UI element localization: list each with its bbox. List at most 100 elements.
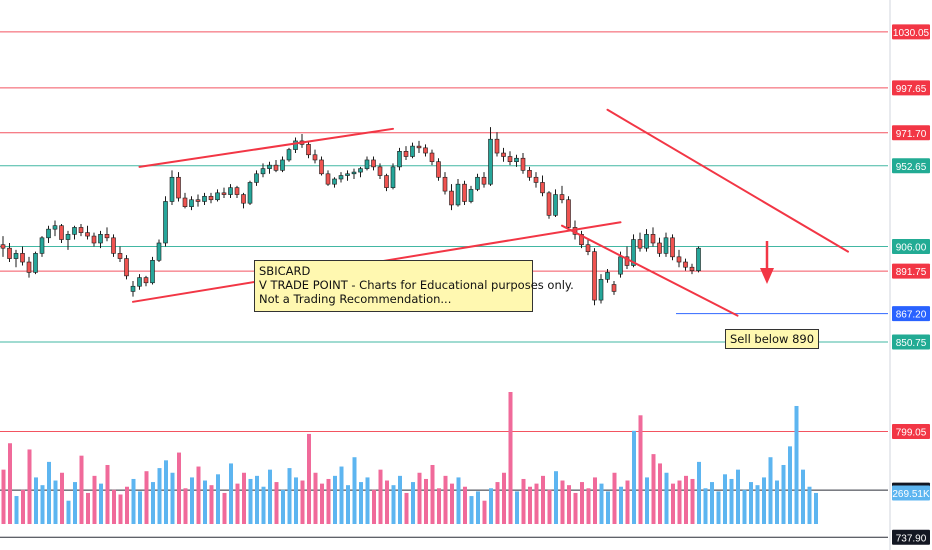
sell-signal-note[interactable]: Sell below 890 <box>725 329 820 349</box>
price-label-6-bg <box>892 306 930 322</box>
volume-bar <box>170 472 175 524</box>
volume-bar <box>547 489 552 524</box>
volume-bar <box>560 480 565 524</box>
candle-body <box>130 285 136 292</box>
candle-body <box>631 239 636 266</box>
candle-body <box>98 234 103 244</box>
volume-bar <box>664 472 669 524</box>
candle-body <box>215 192 220 201</box>
candle-body <box>592 251 597 301</box>
volume-bar <box>411 482 415 524</box>
volume-bar <box>404 492 409 524</box>
candle-body <box>20 253 25 263</box>
candle-body <box>410 145 415 157</box>
candle-body <box>234 187 240 195</box>
volume-bar <box>788 446 792 524</box>
candle-body <box>163 201 168 244</box>
volume-bar <box>1 469 6 524</box>
volume-bar <box>365 477 370 524</box>
volume-bar <box>736 469 740 524</box>
candle-body <box>241 194 246 204</box>
volume-bar <box>27 449 32 524</box>
volume-bar <box>209 485 214 524</box>
candle-body <box>267 164 272 169</box>
volume-bar <box>14 496 19 524</box>
candle-body <box>650 234 656 244</box>
price-label-7: 850.75 <box>896 338 927 349</box>
volume-bar <box>573 492 578 524</box>
main-note-line-2: V TRADE POINT - Charts for Educational p… <box>259 278 574 292</box>
sell-arrow-head <box>760 268 774 284</box>
volume-bar <box>762 477 766 524</box>
candle-body <box>247 182 253 204</box>
candle-body <box>176 176 181 199</box>
volume-bar <box>333 475 337 524</box>
candle-body <box>26 261 32 273</box>
candle-body <box>338 175 344 180</box>
candle-body <box>384 175 389 188</box>
volume-bar <box>287 468 292 524</box>
candle-body <box>137 277 142 287</box>
candle-body <box>345 173 350 176</box>
candle-body <box>423 147 428 154</box>
candle-body <box>169 176 175 202</box>
candle-body <box>598 279 604 301</box>
volume-bar <box>352 457 357 524</box>
price-label-7-bg <box>892 334 930 350</box>
candle-body <box>514 157 519 162</box>
volume-bar <box>417 472 422 524</box>
volume-bar <box>268 469 272 524</box>
volume-bar <box>151 482 155 524</box>
candle-body <box>520 157 526 171</box>
trendline-upper-channel-falling <box>606 108 849 253</box>
candle-body <box>319 159 324 175</box>
candle-body <box>7 247 12 259</box>
volume-bar <box>651 454 656 524</box>
candle-body <box>150 259 155 284</box>
candle-body <box>527 170 532 178</box>
candle-body <box>189 199 194 207</box>
volume-bar <box>164 460 168 524</box>
price-label-8-bg <box>892 423 930 439</box>
trendline-upper-channel-rising <box>138 127 394 168</box>
candle-body <box>254 173 259 183</box>
volume-bar <box>645 477 649 524</box>
volume-bar <box>222 492 227 524</box>
candle-body <box>605 272 610 280</box>
price-label-1: 997.65 <box>896 84 927 95</box>
volume-bar <box>710 482 714 524</box>
volume-bar <box>131 478 136 524</box>
volume-bar <box>326 478 331 524</box>
sell-signal-text: Sell below 890 <box>730 332 815 346</box>
candle-body <box>156 242 162 261</box>
candle-body <box>683 261 688 268</box>
volume-bar <box>580 482 584 524</box>
main-annotation-note[interactable]: SBICARD V TRADE POINT - Charts for Educa… <box>254 260 574 312</box>
candle-body <box>377 166 383 176</box>
volume-bar <box>378 469 383 524</box>
price-label-2-bg <box>892 125 930 141</box>
volume-bar <box>86 492 90 524</box>
price-label-10-bg <box>892 529 930 545</box>
volume-bar <box>625 480 630 524</box>
volume-bar <box>443 475 448 524</box>
volume-bar <box>47 461 51 524</box>
candle-body <box>280 159 285 171</box>
volume-bar <box>814 492 818 524</box>
volume-bar <box>807 486 812 524</box>
volume-bar <box>671 483 675 524</box>
volume-bar <box>729 478 734 524</box>
candle-body <box>208 195 214 201</box>
price-label-5-bg <box>892 263 930 279</box>
volume-bar <box>53 480 58 524</box>
volume-label: 269.51K <box>892 489 930 500</box>
volume-bar <box>768 457 773 524</box>
candle-body <box>78 227 84 233</box>
volume-bar <box>749 482 753 524</box>
candle-body <box>228 187 233 195</box>
candle-body <box>397 151 402 168</box>
volume-bar <box>281 489 285 524</box>
candle-body <box>611 284 617 292</box>
candle-body <box>104 234 110 239</box>
